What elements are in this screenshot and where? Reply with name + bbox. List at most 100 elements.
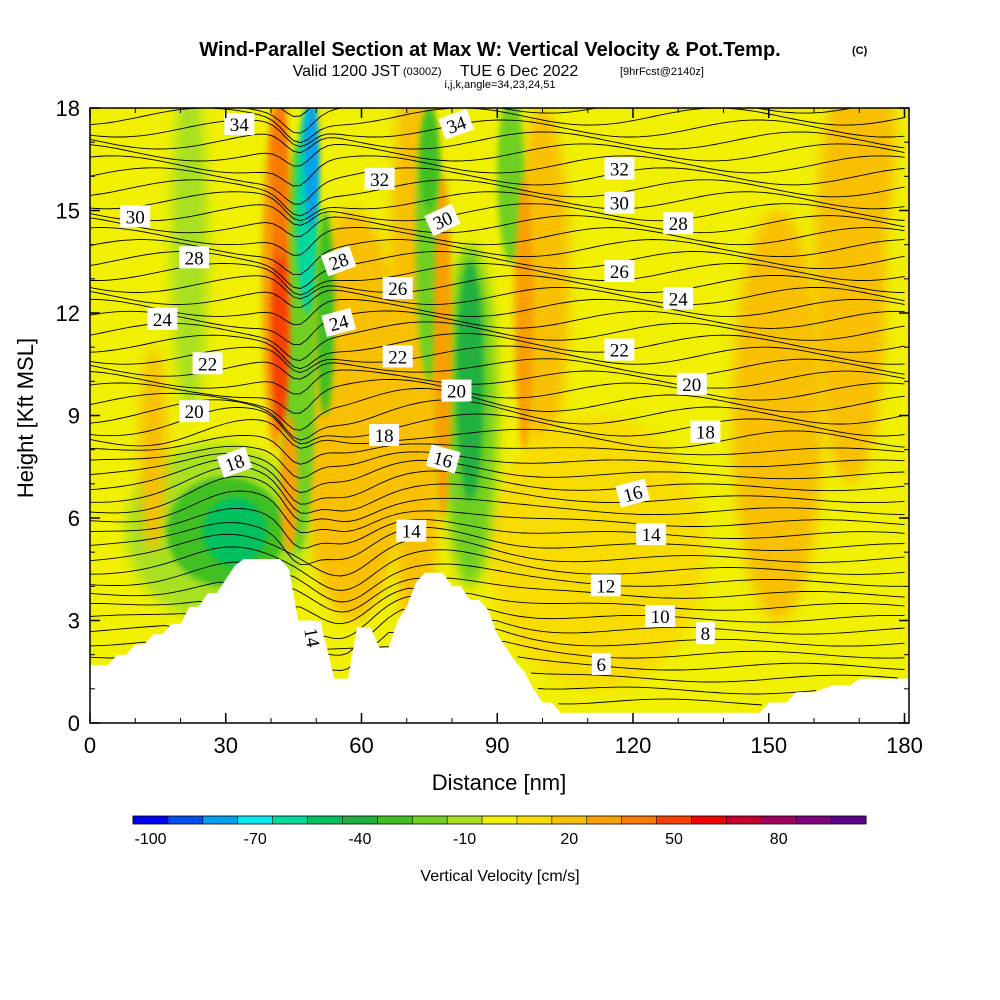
x-tick-label-6: 180 xyxy=(886,733,923,758)
isentrope-13 xyxy=(90,522,905,566)
contour-label-text: 14 xyxy=(642,525,662,546)
contour-label-box xyxy=(382,277,413,300)
contour-label-18: 20 xyxy=(179,400,210,423)
contour-label-1: 34 xyxy=(438,108,475,140)
contour-label-box xyxy=(615,478,651,508)
isentrope-21 xyxy=(90,434,905,465)
contour-label-text: 30 xyxy=(126,207,145,228)
contour-label-24: 16 xyxy=(425,444,461,474)
contour-label-text: 24 xyxy=(153,310,173,331)
colorbar-tick-label-1: -70 xyxy=(244,831,267,848)
contour-label-15: 22 xyxy=(192,352,223,375)
velocity-cell-26 xyxy=(515,176,534,450)
contour-label-text: 18 xyxy=(375,426,394,447)
isentrope-31 xyxy=(90,321,905,361)
velocity-cell-25 xyxy=(433,176,452,519)
colorbar-swatch-9 xyxy=(447,816,483,824)
colorbar-tick-label-0: -100 xyxy=(134,831,166,848)
contour-label-text: 16 xyxy=(431,448,455,473)
isentrope-41 xyxy=(90,203,905,226)
contour-label-text: 32 xyxy=(370,170,389,191)
velocity-cell-23 xyxy=(270,108,290,262)
contour-label-17: 22 xyxy=(604,338,635,362)
contour-label-4: 30 xyxy=(120,205,151,228)
contour-label-box xyxy=(299,620,327,655)
isentrope-0 xyxy=(558,698,762,706)
isentrope-16 xyxy=(90,475,905,523)
contour-label-20: 20 xyxy=(676,372,707,396)
contour-label-box xyxy=(425,444,461,474)
isentrope-34 xyxy=(90,286,905,309)
forecast-info: [9hrFcst@2140z] xyxy=(620,66,704,78)
contour-label-5: 30 xyxy=(604,191,635,215)
contour-label-21: 18 xyxy=(216,446,253,478)
isentrope-26 xyxy=(90,378,905,414)
y-tick-label-6: 18 xyxy=(56,96,80,121)
contour-label-19: 20 xyxy=(441,379,472,403)
isentrope-1 xyxy=(537,686,817,695)
contour-label-14: 24 xyxy=(663,287,694,310)
contour-label-text: 14 xyxy=(299,627,323,650)
contour-label-31: 8 xyxy=(695,622,715,645)
colorbar-swatch-8 xyxy=(412,816,448,824)
contour-label-text: 24 xyxy=(669,289,689,310)
contour-label-28: 14 xyxy=(299,620,327,655)
contour-label-box xyxy=(147,307,178,330)
velocity-cell-5 xyxy=(488,415,706,689)
y-tick-label-3: 9 xyxy=(68,404,80,429)
colorbar-label: Vertical Velocity [cm/s] xyxy=(420,868,579,885)
isentrope-33 xyxy=(90,298,905,326)
contour-label-30: 10 xyxy=(645,605,676,628)
contour-label-box xyxy=(369,424,400,446)
contour-label-text: 22 xyxy=(388,347,407,368)
colorbar-swatch-17 xyxy=(726,816,762,824)
colorbar-tick-label-5: 50 xyxy=(665,831,683,848)
colorbar-swatch-4 xyxy=(272,816,308,824)
terrain xyxy=(90,559,909,723)
contour-label-text: 28 xyxy=(185,248,204,269)
colorbar-swatch-20 xyxy=(831,816,867,824)
isentrope-11 xyxy=(90,546,905,591)
contour-label-26: 14 xyxy=(396,519,427,543)
x-tick-label-0: 0 xyxy=(84,733,96,758)
contour-label-box xyxy=(690,420,721,443)
contour-label-text: 22 xyxy=(610,341,629,362)
contour-label-text: 18 xyxy=(696,423,715,444)
y-axis-label: Height [Kft MSL] xyxy=(13,338,38,498)
contour-label-box xyxy=(192,352,223,375)
isentrope-44 xyxy=(90,167,905,205)
colorbar-swatch-5 xyxy=(307,816,343,824)
contour-label-text: 20 xyxy=(447,382,466,403)
colorbar-tick-label-4: 20 xyxy=(560,831,578,848)
valid-date: TUE 6 Dec 2022 xyxy=(460,63,578,80)
isentrope-25 xyxy=(90,387,905,431)
isentrope-22 xyxy=(90,419,905,449)
isentrope-27 xyxy=(90,369,905,395)
contour-label-text: 22 xyxy=(198,354,217,375)
isentrope-40 xyxy=(90,215,905,237)
colorbar-swatch-10 xyxy=(482,816,518,824)
x-axis-label: Distance [nm] xyxy=(432,770,567,795)
isentrope-15 xyxy=(90,490,905,534)
contour-label-29: 12 xyxy=(590,574,621,597)
contour-label-8: 28 xyxy=(320,245,357,277)
y-tick-label-4: 12 xyxy=(56,301,80,326)
contour-label-box xyxy=(604,338,635,361)
contour-label-7: 28 xyxy=(179,246,210,269)
contour-label-text: 12 xyxy=(596,576,615,597)
x-axis: 0 30 60 90 120 150 180 xyxy=(84,108,923,758)
contour-label-box xyxy=(179,246,210,269)
contour-label-box xyxy=(441,379,472,402)
grid-indices: i,j,k,angle=34,23,24,51 xyxy=(444,79,555,91)
isentrope-39 xyxy=(90,227,905,256)
x-tick-label-3: 90 xyxy=(485,733,509,758)
isentrope-42 xyxy=(90,191,905,222)
isentrope-9 xyxy=(90,577,905,613)
contour-label-text: 20 xyxy=(682,375,701,396)
y-tick-label-2: 6 xyxy=(68,506,80,531)
contour-label-text: 26 xyxy=(388,279,407,300)
contour-label-25: 16 xyxy=(615,478,651,508)
colorbar-swatch-3 xyxy=(237,816,274,824)
